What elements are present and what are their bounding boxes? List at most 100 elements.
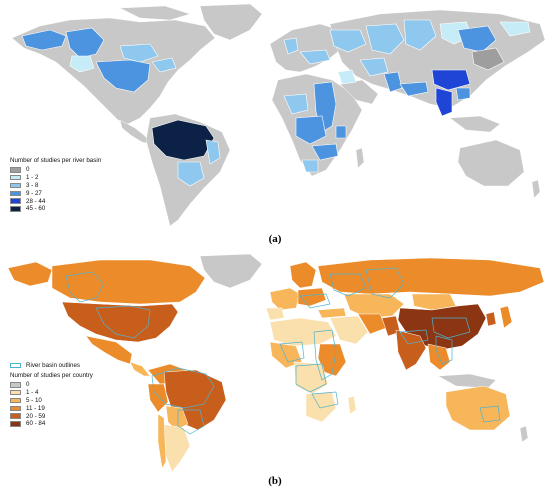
central-america-land bbox=[129, 361, 151, 377]
legend-item: 45 - 60 bbox=[10, 205, 101, 213]
legend-item: 0 bbox=[10, 166, 101, 174]
arctic-islands-land bbox=[119, 5, 191, 21]
outline-mississippi bbox=[95, 305, 151, 339]
map-panel-b: River basin outlines Number of studies p… bbox=[0, 252, 550, 487]
outline-ob bbox=[365, 267, 405, 299]
basin-yellow-river bbox=[471, 47, 505, 71]
se-asia-islands-land bbox=[449, 115, 501, 133]
australia-land bbox=[457, 139, 525, 187]
legend-swatch bbox=[10, 421, 21, 427]
legend-swatch bbox=[10, 397, 21, 404]
caption-a: (a) bbox=[0, 233, 550, 245]
outline-volga bbox=[329, 273, 367, 297]
legend-label: 3 - 8 bbox=[26, 181, 39, 189]
legend-item: 5 - 10 bbox=[10, 397, 93, 405]
outline-danube bbox=[299, 293, 331, 309]
outline-nile bbox=[313, 329, 337, 381]
caption-label: (b) bbox=[268, 475, 282, 487]
world-map-countries bbox=[7, 253, 545, 473]
basin-aral bbox=[359, 57, 389, 77]
basin-danube bbox=[299, 49, 331, 65]
korea-land bbox=[485, 311, 497, 327]
basin-indus bbox=[383, 71, 403, 93]
legend-item: 1 - 2 bbox=[10, 174, 101, 182]
basin-yukon bbox=[21, 29, 67, 51]
western-europe-land bbox=[269, 287, 301, 311]
caption-label: (a) bbox=[268, 233, 282, 245]
alaska-land bbox=[7, 261, 53, 287]
caption-b: (b) bbox=[0, 475, 550, 487]
legend-swatch bbox=[10, 182, 21, 189]
legend-swatch bbox=[10, 167, 21, 173]
legend-item: 28 - 44 bbox=[10, 197, 101, 205]
legend-swatch bbox=[10, 413, 21, 419]
legend-item: 20 - 59 bbox=[10, 412, 93, 420]
legend-label: 28 - 44 bbox=[26, 197, 46, 205]
chile-land bbox=[157, 413, 167, 469]
basin-congo bbox=[295, 115, 327, 145]
basin-volga bbox=[329, 29, 367, 53]
legend-swatch bbox=[10, 198, 21, 204]
basin-tigris-euphrates bbox=[337, 69, 357, 85]
peru-land bbox=[147, 383, 169, 413]
basin-zambezi bbox=[311, 143, 339, 161]
canada-land bbox=[51, 259, 206, 305]
legend-item: 60 - 84 bbox=[10, 420, 93, 428]
legend-item: 0 bbox=[10, 381, 93, 389]
usa-land bbox=[61, 301, 179, 343]
legend-panel-b: River basin outlines Number of studies p… bbox=[10, 362, 93, 428]
legend-swatch bbox=[10, 389, 21, 396]
legend-item: 1 - 4 bbox=[10, 389, 93, 397]
basin-orange bbox=[301, 159, 319, 173]
basin-stlawrence bbox=[151, 57, 177, 73]
basin-amazon bbox=[151, 119, 215, 161]
outline-parana bbox=[177, 409, 205, 435]
indonesia-land bbox=[437, 373, 497, 389]
central-europe-land bbox=[297, 287, 327, 307]
basin-yangtze bbox=[431, 69, 471, 91]
legend-item: 9 - 27 bbox=[10, 189, 101, 197]
basin-sao-francisco bbox=[205, 139, 221, 165]
outline-congo bbox=[295, 363, 327, 393]
legend-label: 60 - 84 bbox=[26, 420, 46, 428]
basin-mississippi bbox=[95, 59, 151, 93]
legend-label: 11 - 19 bbox=[26, 404, 45, 412]
outline-mekong bbox=[435, 335, 453, 365]
outline-mackenzie bbox=[65, 271, 105, 303]
basin-columbia bbox=[69, 55, 95, 73]
basin-pearl bbox=[455, 87, 471, 101]
legend-label: 0 bbox=[26, 381, 30, 389]
basin-hudson bbox=[119, 43, 159, 63]
basin-mackenzie bbox=[65, 27, 105, 59]
legend-label: 20 - 59 bbox=[26, 412, 46, 420]
legend-label: 9 - 27 bbox=[26, 189, 42, 197]
basin-parana bbox=[177, 161, 205, 187]
iberia-land bbox=[265, 307, 285, 321]
legend-label: 1 - 2 bbox=[26, 174, 39, 182]
outline-niger bbox=[279, 341, 305, 363]
kazakhstan-land bbox=[343, 293, 405, 319]
greenland-land bbox=[199, 253, 263, 289]
outline-yangtze bbox=[431, 317, 471, 339]
outline-murray-darling bbox=[479, 405, 501, 423]
new-zealand-land bbox=[531, 179, 541, 199]
basin-niger bbox=[283, 93, 309, 115]
legend-title: Number of studies per river basin bbox=[10, 157, 102, 164]
outline-amazon bbox=[151, 367, 215, 409]
basin-rhine bbox=[283, 37, 299, 55]
legend-label: 5 - 10 bbox=[26, 396, 42, 404]
basin-rufiji bbox=[335, 125, 347, 139]
scandinavia-land bbox=[289, 261, 317, 289]
legend-label: 45 - 60 bbox=[26, 205, 46, 213]
legend-swatch bbox=[10, 405, 21, 412]
greenland-land bbox=[199, 3, 263, 41]
legend-swatch bbox=[10, 174, 21, 181]
arabia-land bbox=[339, 79, 379, 105]
madagascar-land bbox=[347, 395, 357, 415]
bolivia-land bbox=[165, 405, 189, 431]
india-land bbox=[395, 329, 427, 371]
outline-zambezi bbox=[311, 391, 339, 409]
russia-land bbox=[317, 257, 545, 297]
southern-africa-land bbox=[305, 391, 337, 423]
